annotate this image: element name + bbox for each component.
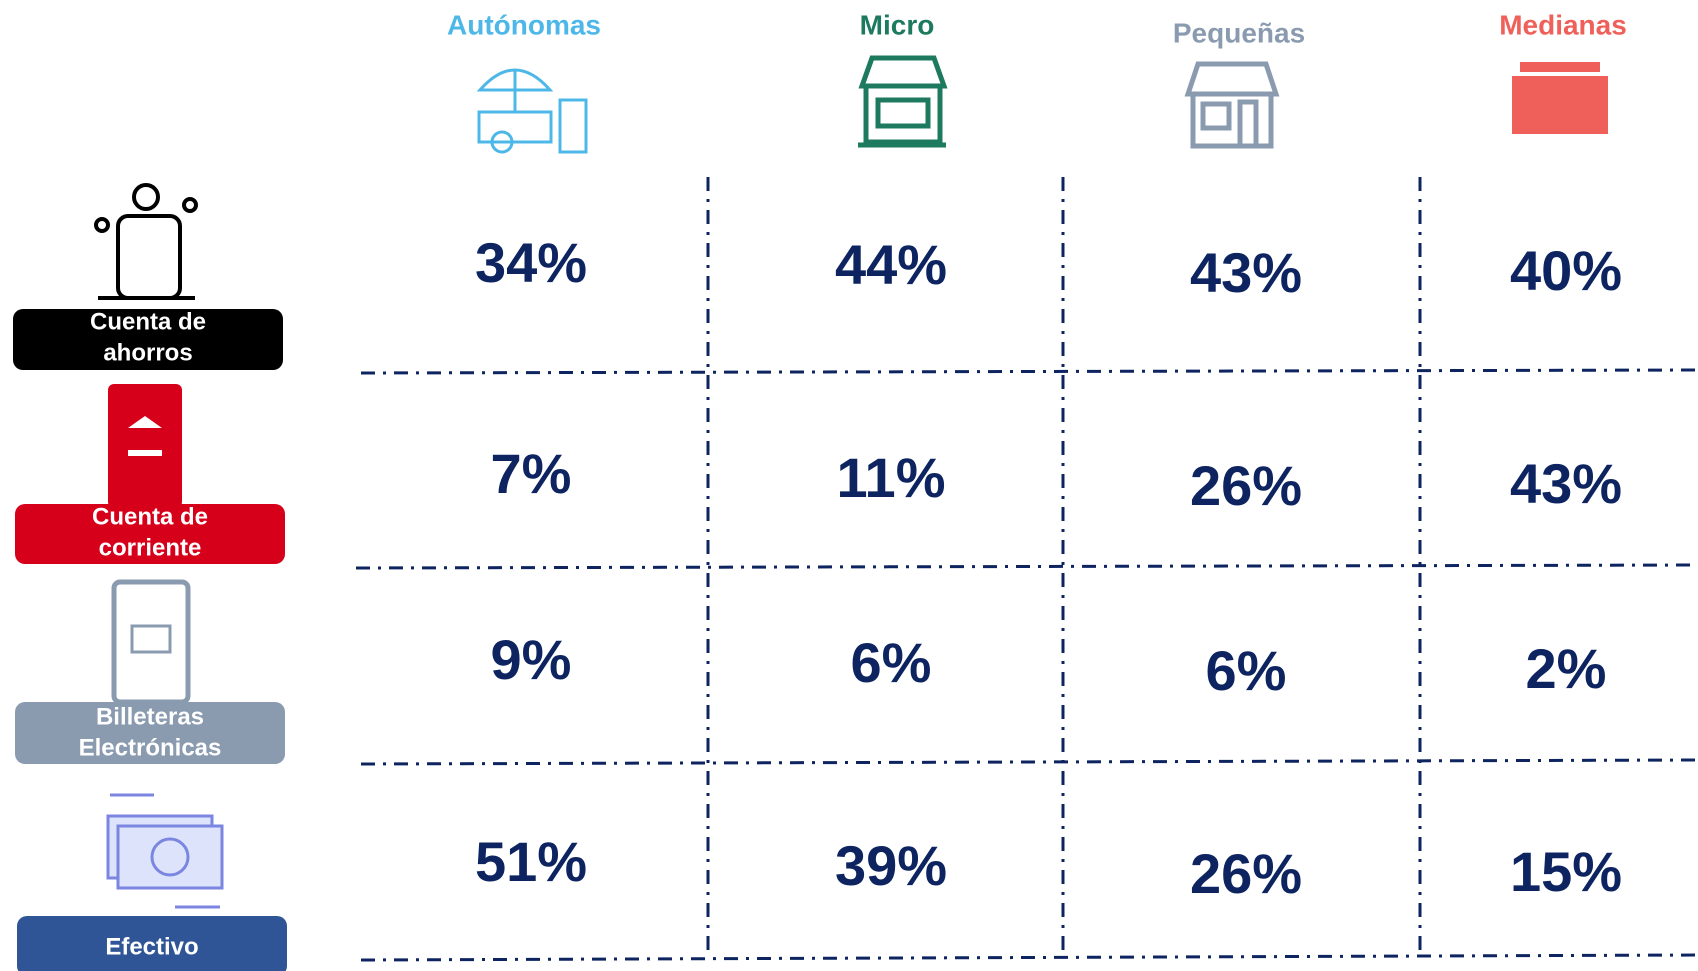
cell-value: 2% (1526, 637, 1607, 700)
column-header: Micro (860, 9, 935, 40)
cell-value: 34% (475, 231, 587, 294)
cell-value: 9% (491, 628, 572, 691)
icon-cart (476, 68, 588, 154)
cells: 34% 44% 43% 40% 7% 11% 26% 43% 9% 6% 6% 2% 51% 39% 26%… (475, 231, 1622, 905)
row-label-box (15, 702, 285, 764)
row-label-box (15, 504, 285, 564)
icon-factory (1512, 62, 1608, 134)
cell-value: 44% (835, 233, 947, 296)
icon-wallet-phone (111, 579, 191, 705)
grid-line (355, 563, 1698, 570)
column-header: Medianas (1499, 9, 1627, 40)
row-label: Efectivo (105, 933, 198, 960)
row-label-box (13, 309, 283, 370)
row-label-box (17, 916, 287, 971)
column-header: Autónomas (447, 9, 601, 40)
cell-value: 40% (1510, 239, 1622, 302)
icon-small-store (1184, 61, 1280, 149)
cell-value: 43% (1510, 452, 1622, 515)
cell-value: 43% (1190, 241, 1302, 304)
row-label: Billeteras Electrónicas (79, 704, 222, 762)
cell-value: 26% (1190, 454, 1302, 517)
grid (355, 177, 1698, 962)
cell-value: 6% (1206, 639, 1287, 702)
icon-micro-store (858, 55, 948, 148)
cell-value: 39% (835, 834, 947, 897)
row-label: Cuenta de ahorros (90, 309, 206, 367)
cell-value: 11% (837, 446, 946, 509)
grid-line (360, 368, 1698, 375)
column-header: Pequeñas (1173, 17, 1305, 48)
cell-value: 26% (1190, 842, 1302, 905)
grid-line (360, 953, 1698, 962)
cell-value: 7% (491, 442, 572, 505)
cell-value: 51% (475, 830, 587, 893)
icon-jar (94, 183, 198, 300)
icon-bank-phone (108, 384, 182, 508)
icon-cash (106, 793, 224, 909)
row-label: Cuenta de corriente (92, 504, 208, 562)
cell-value: 6% (851, 631, 932, 694)
cell-value: 15% (1510, 840, 1622, 903)
grid-line (360, 758, 1698, 766)
